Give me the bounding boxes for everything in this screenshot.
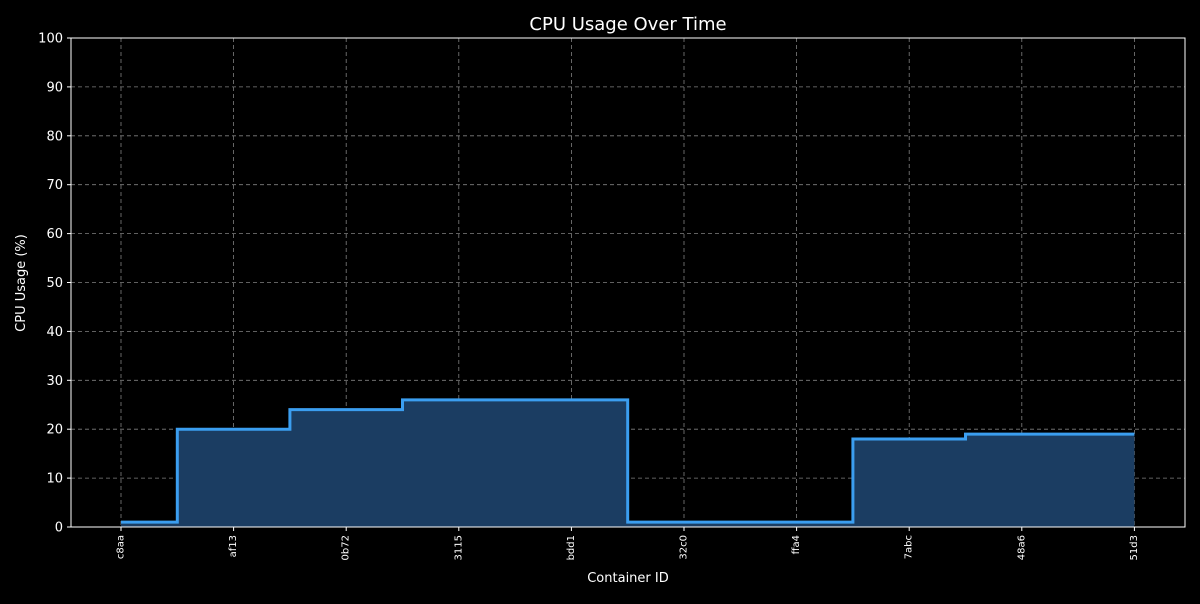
y-tick-label: 30 <box>46 374 63 389</box>
x-tick-label: af13 <box>228 535 239 557</box>
y-tick-label: 20 <box>46 423 63 438</box>
y-tick-label: 80 <box>46 129 63 144</box>
y-axis-ticks: 0 10 20 30 40 50 60 70 80 90 100 <box>38 32 71 536</box>
chart-title: CPU Usage Over Time <box>529 14 726 35</box>
x-tick-label: ffa4 <box>791 535 802 554</box>
x-tick-label: 3115 <box>453 535 464 560</box>
x-tick-label: 7abc <box>904 535 915 559</box>
x-axis-ticks: c8aa af13 0b72 3115 bdd1 32c0 ffa4 7abc 48a6 51d3 <box>116 527 1140 560</box>
x-tick-label: bdd1 <box>566 535 577 560</box>
x-tick-label: 48a6 <box>1016 535 1027 560</box>
y-tick-label: 0 <box>55 521 63 536</box>
y-tick-label: 70 <box>46 178 63 193</box>
cpu-usage-line <box>121 398 1135 524</box>
x-tick-label: 32c0 <box>679 535 690 560</box>
x-tick-label: 51d3 <box>1129 535 1140 560</box>
y-tick-label: 50 <box>46 276 63 291</box>
y-tick-label: 60 <box>46 227 63 242</box>
x-tick-label: 0b72 <box>341 535 352 560</box>
y-tick-label: 40 <box>46 325 63 340</box>
x-tick-label: c8aa <box>116 535 127 559</box>
x-axis-label: Container ID <box>587 571 669 586</box>
y-tick-label: 90 <box>46 80 63 95</box>
y-axis-label: CPU Usage (%) <box>14 234 29 332</box>
series-line-layer <box>121 398 1135 524</box>
y-tick-label: 10 <box>46 472 63 487</box>
y-tick-label: 100 <box>38 32 63 47</box>
